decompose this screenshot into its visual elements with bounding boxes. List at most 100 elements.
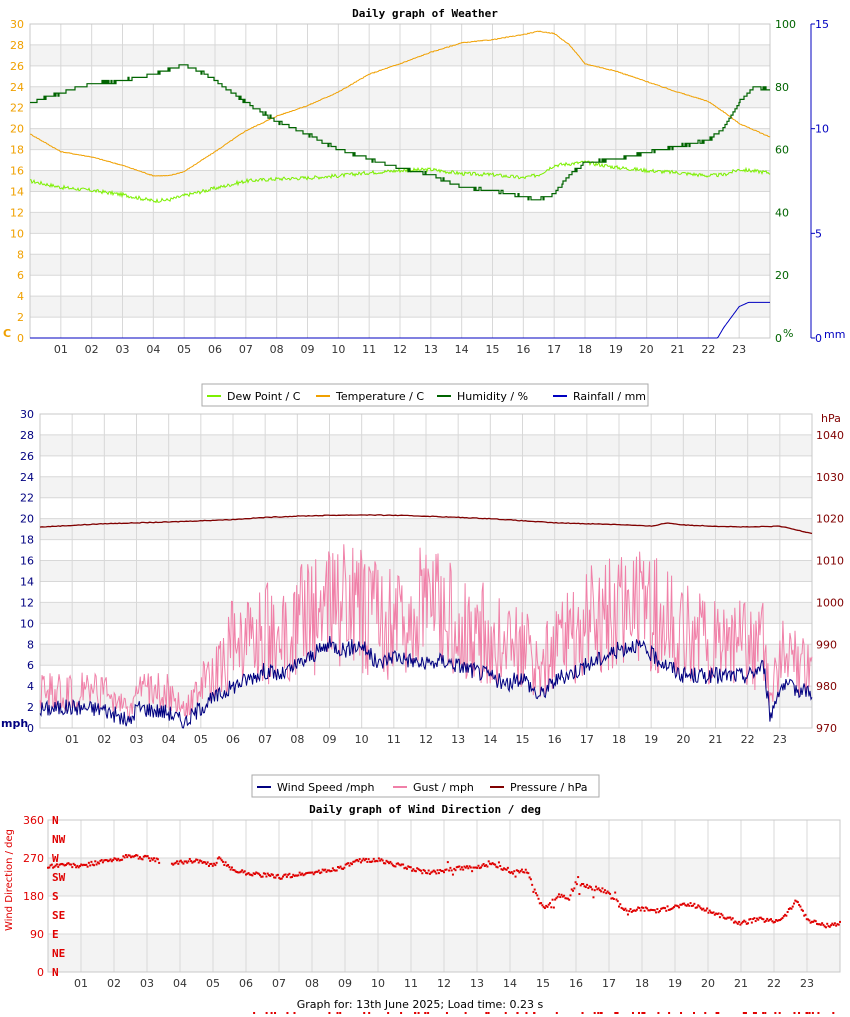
x-tick-label: 05 (194, 733, 208, 746)
direction-point (80, 863, 83, 866)
direction-point (131, 855, 134, 858)
direction-point (430, 871, 433, 874)
temp-tick-label: 12 (10, 206, 24, 219)
legend-label: Gust / mph (413, 781, 474, 794)
direction-point (218, 856, 221, 859)
direction-point (786, 910, 789, 913)
wind-direction-title: Daily graph of Wind Direction / deg (309, 803, 541, 816)
direction-point (177, 862, 180, 865)
direction-point (612, 898, 615, 901)
direction-point (628, 910, 631, 913)
direction-point (117, 857, 120, 860)
direction-point (98, 862, 101, 865)
direction-point (326, 869, 329, 872)
direction-point (533, 888, 536, 891)
direction-point (236, 871, 239, 874)
direction-point (339, 865, 342, 868)
direction-point (359, 861, 362, 864)
direction-point (485, 1012, 488, 1014)
direction-point (241, 869, 244, 872)
direction-point (222, 860, 225, 863)
direction-point (348, 864, 351, 867)
direction-point (665, 909, 668, 912)
x-tick-label: 20 (640, 343, 654, 356)
compass-label: S (52, 890, 59, 903)
direction-point (187, 860, 190, 863)
direction-point (242, 871, 245, 874)
direction-point (247, 872, 250, 875)
direction-point (270, 1012, 273, 1014)
direction-point (708, 909, 711, 912)
direction-tick-label: 180 (23, 890, 44, 903)
direction-point (403, 867, 406, 870)
humidity-tick-label: 0 (775, 332, 782, 345)
direction-point (611, 897, 614, 900)
direction-point (744, 1012, 747, 1014)
direction-point (251, 874, 254, 877)
direction-point (721, 914, 724, 917)
direction-point (739, 923, 742, 926)
direction-point (638, 907, 641, 910)
direction-point (207, 864, 210, 867)
direction-point (404, 866, 407, 869)
direction-point (709, 911, 712, 914)
direction-point (62, 863, 65, 866)
direction-point (436, 869, 439, 872)
direction-point (577, 876, 580, 879)
direction-point (382, 862, 385, 865)
direction-point (583, 885, 586, 888)
direction-point (774, 1012, 777, 1014)
direction-point (381, 859, 384, 862)
direction-point (796, 901, 799, 904)
x-tick-label: 08 (290, 733, 304, 746)
direction-point (630, 910, 633, 913)
x-tick-label: 04 (173, 977, 187, 990)
x-tick-label: 05 (177, 343, 191, 356)
direction-point (782, 915, 785, 918)
direction-point (285, 875, 288, 878)
wind-tick-label: 4 (27, 680, 34, 693)
legend-label: Dew Point / C (227, 390, 301, 403)
x-tick-label: 08 (305, 977, 319, 990)
direction-point (778, 919, 781, 922)
direction-point (661, 907, 664, 910)
direction-point (191, 861, 194, 864)
direction-point (219, 857, 222, 860)
direction-point (561, 895, 564, 898)
direction-point (593, 1012, 596, 1014)
x-tick-label: 21 (709, 733, 723, 746)
direction-point (681, 902, 684, 905)
direction-point (426, 872, 429, 875)
direction-point (755, 917, 758, 920)
direction-point (190, 860, 193, 863)
direction-point (325, 870, 328, 873)
temp-tick-label: 14 (10, 185, 24, 198)
x-tick-label: 20 (701, 977, 715, 990)
direction-point (588, 885, 591, 888)
direction-point (287, 873, 290, 876)
direction-point (328, 869, 331, 872)
direction-point (570, 888, 573, 891)
direction-point (294, 874, 297, 877)
direction-point (688, 904, 691, 907)
direction-point (63, 864, 66, 867)
direction-point (435, 872, 438, 875)
direction-point (375, 859, 378, 862)
direction-point (356, 858, 359, 861)
direction-point (123, 856, 126, 859)
x-tick-label: 22 (741, 733, 755, 746)
direction-point (417, 1012, 420, 1014)
direction-point (833, 922, 836, 925)
direction-point (536, 894, 539, 897)
direction-point (508, 870, 511, 873)
wind-tick-label: 12 (20, 596, 34, 609)
compass-label: SW (52, 871, 66, 884)
direction-point (448, 869, 451, 872)
direction-point (775, 919, 778, 922)
direction-point (421, 872, 424, 875)
direction-point (752, 1012, 755, 1014)
direction-point (246, 872, 249, 875)
direction-point (253, 1012, 256, 1014)
direction-point (494, 863, 497, 866)
